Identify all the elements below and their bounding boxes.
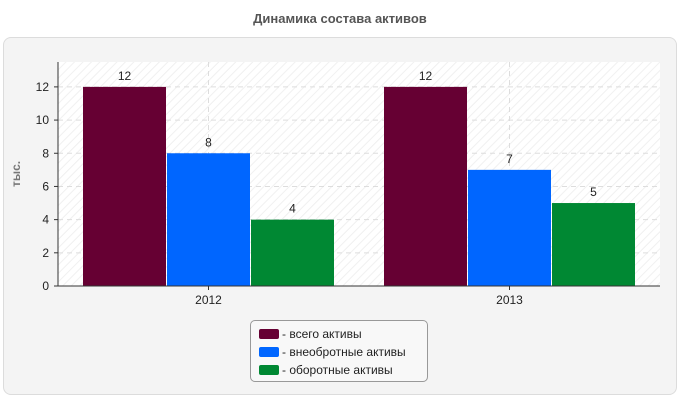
bar-2012-series-1 xyxy=(83,86,166,286)
data-label: 12 xyxy=(419,69,433,83)
y-tick-label: 0 xyxy=(42,279,49,293)
x-tick-label: 2013 xyxy=(496,293,523,307)
legend-entry: - внеобротные активы xyxy=(251,343,427,361)
legend-label: - внеобротные активы xyxy=(282,345,406,359)
legend-swatch xyxy=(259,329,279,339)
legend-swatch xyxy=(259,365,279,375)
data-label: 7 xyxy=(506,152,513,166)
legend-entry: - всего активы xyxy=(251,325,427,343)
bar-2012-series-3 xyxy=(251,219,334,286)
bar-2012-series-2 xyxy=(167,153,250,286)
bar-2013-series-1 xyxy=(384,86,467,286)
y-tick-label: 10 xyxy=(36,113,50,127)
x-tick-label: 2012 xyxy=(195,293,222,307)
legend-swatch xyxy=(259,347,279,357)
data-label: 4 xyxy=(289,202,296,216)
y-tick-label: 2 xyxy=(42,246,49,260)
legend-entry: - оборотные активы xyxy=(251,361,427,379)
legend-label: - всего активы xyxy=(282,327,362,341)
legend-label: - оборотные активы xyxy=(282,363,393,377)
data-label: 12 xyxy=(118,69,132,83)
data-label: 8 xyxy=(205,135,212,149)
chart-title: Динамика состава активов xyxy=(253,11,427,26)
y-tick-label: 8 xyxy=(42,146,49,160)
y-tick-label: 12 xyxy=(36,80,50,94)
y-tick-label: 4 xyxy=(42,213,49,227)
y-tick-label: 6 xyxy=(42,179,49,193)
y-axis-label: тыс. xyxy=(9,160,23,187)
data-label: 5 xyxy=(590,185,597,199)
legend: - всего активы - внеобротные активы - обор… xyxy=(250,320,428,382)
bar-2013-series-2 xyxy=(468,169,551,286)
bar-2013-series-3 xyxy=(552,203,635,286)
